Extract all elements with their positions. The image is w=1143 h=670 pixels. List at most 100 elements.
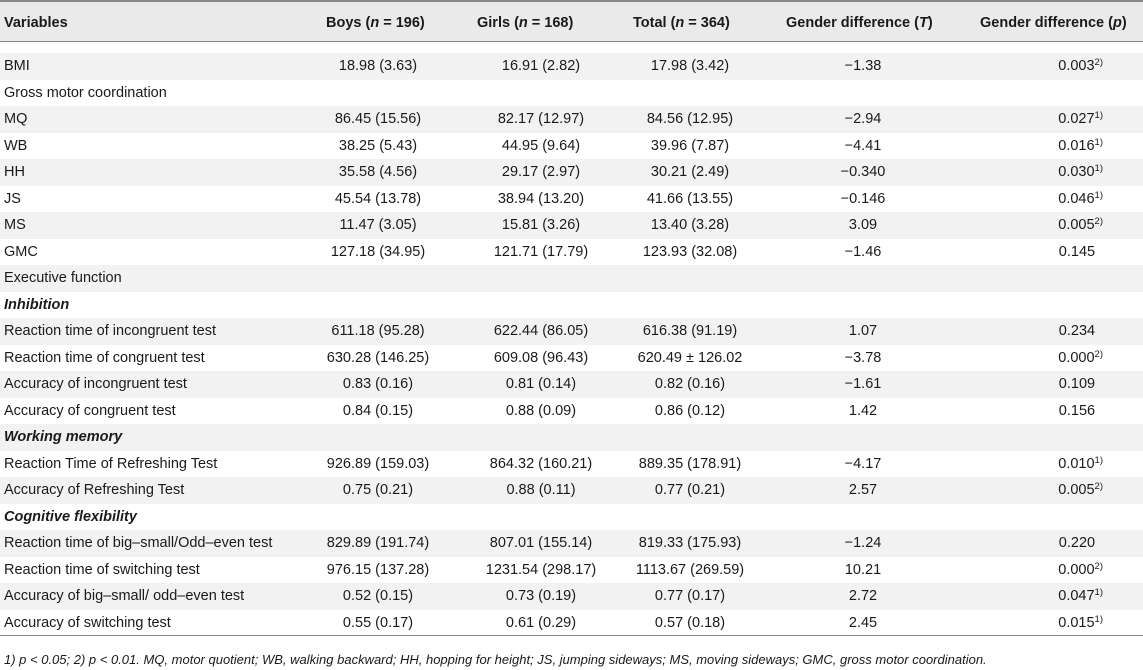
girls-value: 0.81 (0.14): [505, 376, 577, 392]
significance-marker: 2): [1094, 348, 1103, 360]
significance-marker: 2): [1094, 481, 1103, 492]
header-total: Total (n = 364): [633, 15, 730, 31]
girls-value: 15.81 (3.26): [501, 217, 581, 233]
total-value: 1113.67 (269.59): [635, 561, 745, 578]
sup-spacer: [1095, 534, 1103, 545]
t-value: 2.57: [848, 482, 878, 498]
row-label: Accuracy of switching test: [4, 614, 171, 631]
significance-marker: 1): [1094, 136, 1103, 148]
table-row: Accuracy of incongruent test 0.83 (0.16) 0…: [0, 371, 1143, 398]
p-number: 0.005: [1058, 217, 1095, 233]
row-label: MS: [4, 217, 26, 233]
table-row: JS 45.54 (13.78) 38.94 (13.20) 41.66 (13.55…: [0, 186, 1143, 213]
girls-value: 1231.54 (298.17): [485, 561, 597, 578]
p-value: 0.234: [983, 323, 1103, 339]
p-number: 0.005: [1058, 482, 1095, 498]
row-label: Reaction time of big–small/Odd–even test: [4, 535, 273, 551]
sup-spacer: [1095, 402, 1103, 413]
table-row: Gross motor coordination: [0, 80, 1143, 107]
total-value: 123.93 (32.08): [642, 243, 738, 260]
significance-marker: 2): [1094, 560, 1103, 572]
header-boys: Boys (n = 196): [326, 15, 425, 31]
p-value: 0.0101): [983, 454, 1103, 471]
total-value: 84.56 (12.95): [646, 111, 734, 127]
table-row: GMC 127.18 (34.95) 121.71 (17.79) 123.93 (3…: [0, 239, 1143, 266]
table-row: Accuracy of congruent test 0.84 (0.15) 0.8…: [0, 398, 1143, 425]
p-number: 0.156: [1058, 402, 1096, 419]
table-row: WB 38.25 (5.43) 44.95 (9.64) 39.96 (7.87) −4…: [0, 133, 1143, 160]
row-label: Executive function: [4, 270, 122, 286]
p-number: 0.030: [1058, 164, 1095, 180]
total-value: 17.98 (3.42): [650, 58, 730, 74]
p-value: 0.0271): [983, 111, 1103, 127]
girls-value: 0.88 (0.11): [506, 482, 576, 498]
p-number: 0.145: [1058, 243, 1096, 260]
girls-value: 0.61 (0.29): [505, 614, 577, 631]
boys-value: 11.47 (3.05): [339, 217, 417, 233]
p-value: 0.0052): [983, 217, 1103, 233]
p-value: 0.0002): [983, 560, 1103, 577]
boys-value: 976.15 (137.28): [326, 561, 430, 578]
p-value: 0.145: [983, 244, 1103, 260]
p-number: 0.003: [1058, 58, 1095, 74]
p-value: 0.0002): [983, 348, 1103, 365]
table-row: Accuracy of switching test 0.55 (0.17) 0.6…: [0, 610, 1143, 637]
t-value: −4.17: [844, 455, 882, 472]
girls-value: 38.94 (13.20): [497, 190, 585, 207]
total-value: 13.40 (3.28): [650, 217, 730, 233]
boys-value: 38.25 (5.43): [338, 137, 418, 154]
girls-value: 807.01 (155.14): [489, 535, 593, 551]
header-gender-diff-t: Gender difference (T): [786, 15, 933, 31]
total-value: 620.49 ± 126.02: [637, 349, 743, 366]
total-value: 39.96 (7.87): [650, 137, 730, 154]
row-label: Accuracy of congruent test: [4, 402, 176, 419]
boys-value: 18.98 (3.63): [338, 58, 418, 74]
p-value: 0.0301): [983, 164, 1103, 180]
row-label: Gross motor coordination: [4, 84, 167, 101]
girls-value: 44.95 (9.64): [501, 137, 581, 154]
t-value: −0.340: [840, 164, 886, 180]
row-label: MQ: [4, 111, 28, 127]
total-value: 0.57 (0.18): [654, 614, 726, 631]
boys-value: 0.83 (0.16): [342, 376, 414, 392]
row-label: Reaction Time of Refreshing Test: [4, 455, 218, 472]
boys-value: 630.28 (146.25): [326, 349, 430, 366]
significance-marker: 1): [1094, 189, 1103, 201]
t-value: 10.21: [844, 561, 882, 578]
total-value: 41.66 (13.55): [646, 190, 734, 207]
table-row: Reaction time of big–small/Odd–even test…: [0, 530, 1143, 557]
significance-marker: 1): [1094, 454, 1103, 466]
boys-value: 829.89 (191.74): [326, 535, 430, 551]
row-label: Reaction time of incongruent test: [4, 323, 216, 339]
row-label: HH: [4, 164, 25, 180]
table-row: HH 35.58 (4.56) 29.17 (2.97) 30.21 (2.49) −0…: [0, 159, 1143, 186]
total-value: 819.33 (175.93): [638, 535, 742, 551]
p-value: 0.109: [983, 376, 1103, 392]
total-value: 0.77 (0.21): [654, 482, 726, 498]
row-label: Accuracy of incongruent test: [4, 376, 187, 392]
boys-value: 86.45 (15.56): [334, 111, 422, 127]
t-value: −3.78: [844, 349, 882, 366]
t-value: 3.09: [848, 217, 878, 233]
total-value: 0.77 (0.17): [654, 588, 726, 604]
row-label: GMC: [4, 243, 38, 260]
table-row: Accuracy of Refreshing Test 0.75 (0.21) 0.…: [0, 477, 1143, 504]
t-value: −1.46: [844, 243, 882, 260]
girls-value: 0.88 (0.09): [505, 402, 577, 419]
table-row: Cognitive flexibility: [0, 504, 1143, 531]
p-value: 0.0032): [983, 58, 1103, 74]
table-row: MQ 86.45 (15.56) 82.17 (12.97) 84.56 (12.95…: [0, 106, 1143, 133]
significance-marker: 1): [1094, 110, 1103, 121]
table-row: Working memory: [0, 424, 1143, 451]
girls-value: 29.17 (2.97): [501, 164, 581, 180]
table-row: Reaction time of congruent test 630.28 (1…: [0, 345, 1143, 372]
sup-spacer: [1095, 322, 1103, 333]
row-label: Inhibition: [4, 296, 70, 313]
table-row: MS 11.47 (3.05) 15.81 (3.26) 13.40 (3.28) 3.…: [0, 212, 1143, 239]
p-number: 0.015: [1058, 614, 1095, 631]
boys-value: 926.89 (159.03): [326, 455, 430, 472]
t-value: −1.61: [844, 376, 882, 392]
table-header: Variables Boys (n = 196) Girls (n = 168)…: [0, 0, 1143, 42]
header-girls: Girls (n = 168): [477, 15, 574, 31]
boys-value: 0.75 (0.21): [342, 482, 414, 498]
